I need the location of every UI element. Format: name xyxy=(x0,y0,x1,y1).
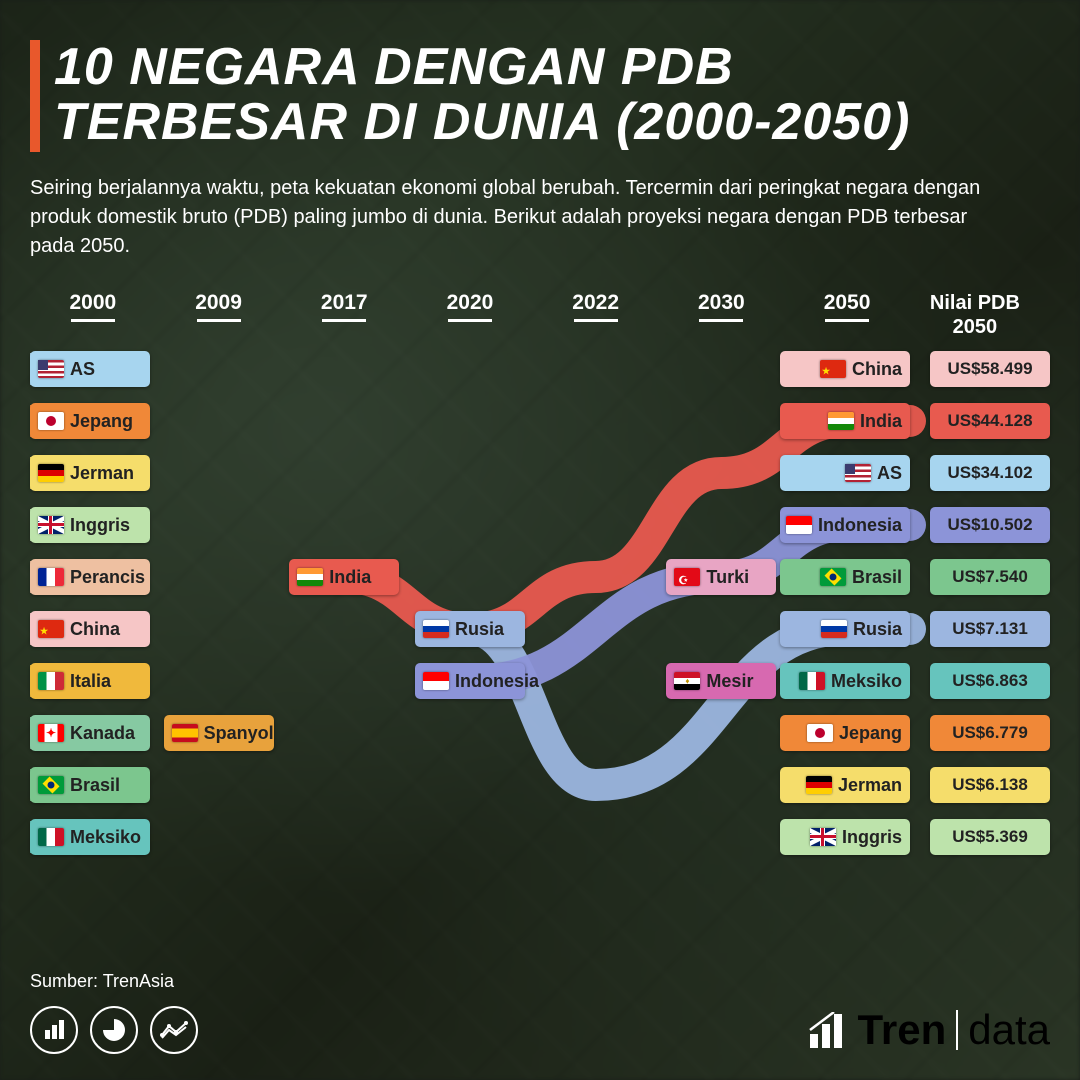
value-chip-rank-1: US$58.499 xyxy=(930,351,1050,387)
country-chip-2050-china: ★China xyxy=(780,351,910,387)
country-chip-perancis: Perancis xyxy=(30,559,150,595)
country-chip-jerman: Jerman xyxy=(30,455,150,491)
brand-bars-icon xyxy=(808,1012,848,1048)
title-line2: TERBESAR DI DUNIA (2000-2050) xyxy=(54,93,910,151)
value-chip-rank-8: US$6.779 xyxy=(930,715,1050,751)
country-chip-2050-jepang: Jepang xyxy=(780,715,910,751)
brand-bold: Tren xyxy=(858,1006,947,1054)
subtitle: Seiring berjalannya waktu, peta kekuatan… xyxy=(30,174,990,261)
country-chip-italia: Italia xyxy=(30,663,150,699)
bump-chart: 2000200920172020202220302050Nilai PDB 20… xyxy=(30,291,1050,931)
year-header-row: 2000200920172020202220302050Nilai PDB 20… xyxy=(30,291,1050,341)
country-chip-2050-brasil: Brasil xyxy=(780,559,910,595)
value-chip-rank-3: US$34.102 xyxy=(930,455,1050,491)
country-chip-2050-as: AS xyxy=(780,455,910,491)
country-chip-meksiko: Meksiko xyxy=(30,819,150,855)
year-2030: 2030 xyxy=(659,291,785,341)
value-chip-rank-2: US$44.128 xyxy=(930,403,1050,439)
country-chip-china: ★China xyxy=(30,611,150,647)
brand-separator xyxy=(956,1010,958,1050)
country-chip-2050-jerman: Jerman xyxy=(780,767,910,803)
year-2009: 2009 xyxy=(156,291,282,341)
footer: Sumber: TrenAsia Tren data xyxy=(30,971,1050,1054)
year-2022: 2022 xyxy=(533,291,659,341)
year-2020: 2020 xyxy=(407,291,533,341)
value-chip-rank-6: US$7.131 xyxy=(930,611,1050,647)
country-chip-brasil: Brasil xyxy=(30,767,150,803)
country-chip-indonesia: Indonesia xyxy=(415,663,525,699)
page-title: 10 NEGARA DENGAN PDB TERBESAR DI DUNIA (… xyxy=(54,40,910,152)
title-accent-bar xyxy=(30,40,40,152)
country-chip-india: India xyxy=(289,559,399,595)
line-chart-icon xyxy=(150,1006,198,1054)
country-chip-spanyol: Spanyol xyxy=(164,715,274,751)
icon-row xyxy=(30,1006,198,1054)
country-chip-2050-india: India xyxy=(780,403,910,439)
country-chip-2050-inggris: Inggris xyxy=(780,819,910,855)
year-2050: 2050 xyxy=(784,291,910,341)
country-chip-2050-meksiko: Meksiko xyxy=(780,663,910,699)
country-chip-turki: ☪Turki xyxy=(666,559,776,595)
value-header: Nilai PDB 2050 xyxy=(910,291,1040,341)
country-chip-2050-indonesia: Indonesia xyxy=(780,507,910,543)
country-chip-kanada: ✦Kanada xyxy=(30,715,150,751)
title-block: 10 NEGARA DENGAN PDB TERBESAR DI DUNIA (… xyxy=(30,40,1050,152)
value-chip-rank-7: US$6.863 xyxy=(930,663,1050,699)
value-chip-rank-9: US$6.138 xyxy=(930,767,1050,803)
rank-chips-layer: AS Jepang Jerman Inggris Perancis ★China Itali… xyxy=(30,351,1050,931)
value-chip-rank-4: US$10.502 xyxy=(930,507,1050,543)
title-line1: 10 NEGARA DENGAN PDB xyxy=(54,38,734,96)
year-2017: 2017 xyxy=(281,291,407,341)
brand-logo: Tren data xyxy=(808,1006,1050,1054)
country-chip-mesir: ♦Mesir xyxy=(666,663,776,699)
value-chip-rank-10: US$5.369 xyxy=(930,819,1050,855)
bar-chart-icon xyxy=(30,1006,78,1054)
pie-chart-icon xyxy=(90,1006,138,1054)
brand-light: data xyxy=(968,1006,1050,1054)
country-chip-as: AS xyxy=(30,351,150,387)
country-chip-inggris: Inggris xyxy=(30,507,150,543)
value-chip-rank-5: US$7.540 xyxy=(930,559,1050,595)
source-text: Sumber: TrenAsia xyxy=(30,971,198,992)
country-chip-rusia: Rusia xyxy=(415,611,525,647)
country-chip-jepang: Jepang xyxy=(30,403,150,439)
year-2000: 2000 xyxy=(30,291,156,341)
country-chip-2050-rusia: Rusia xyxy=(780,611,910,647)
